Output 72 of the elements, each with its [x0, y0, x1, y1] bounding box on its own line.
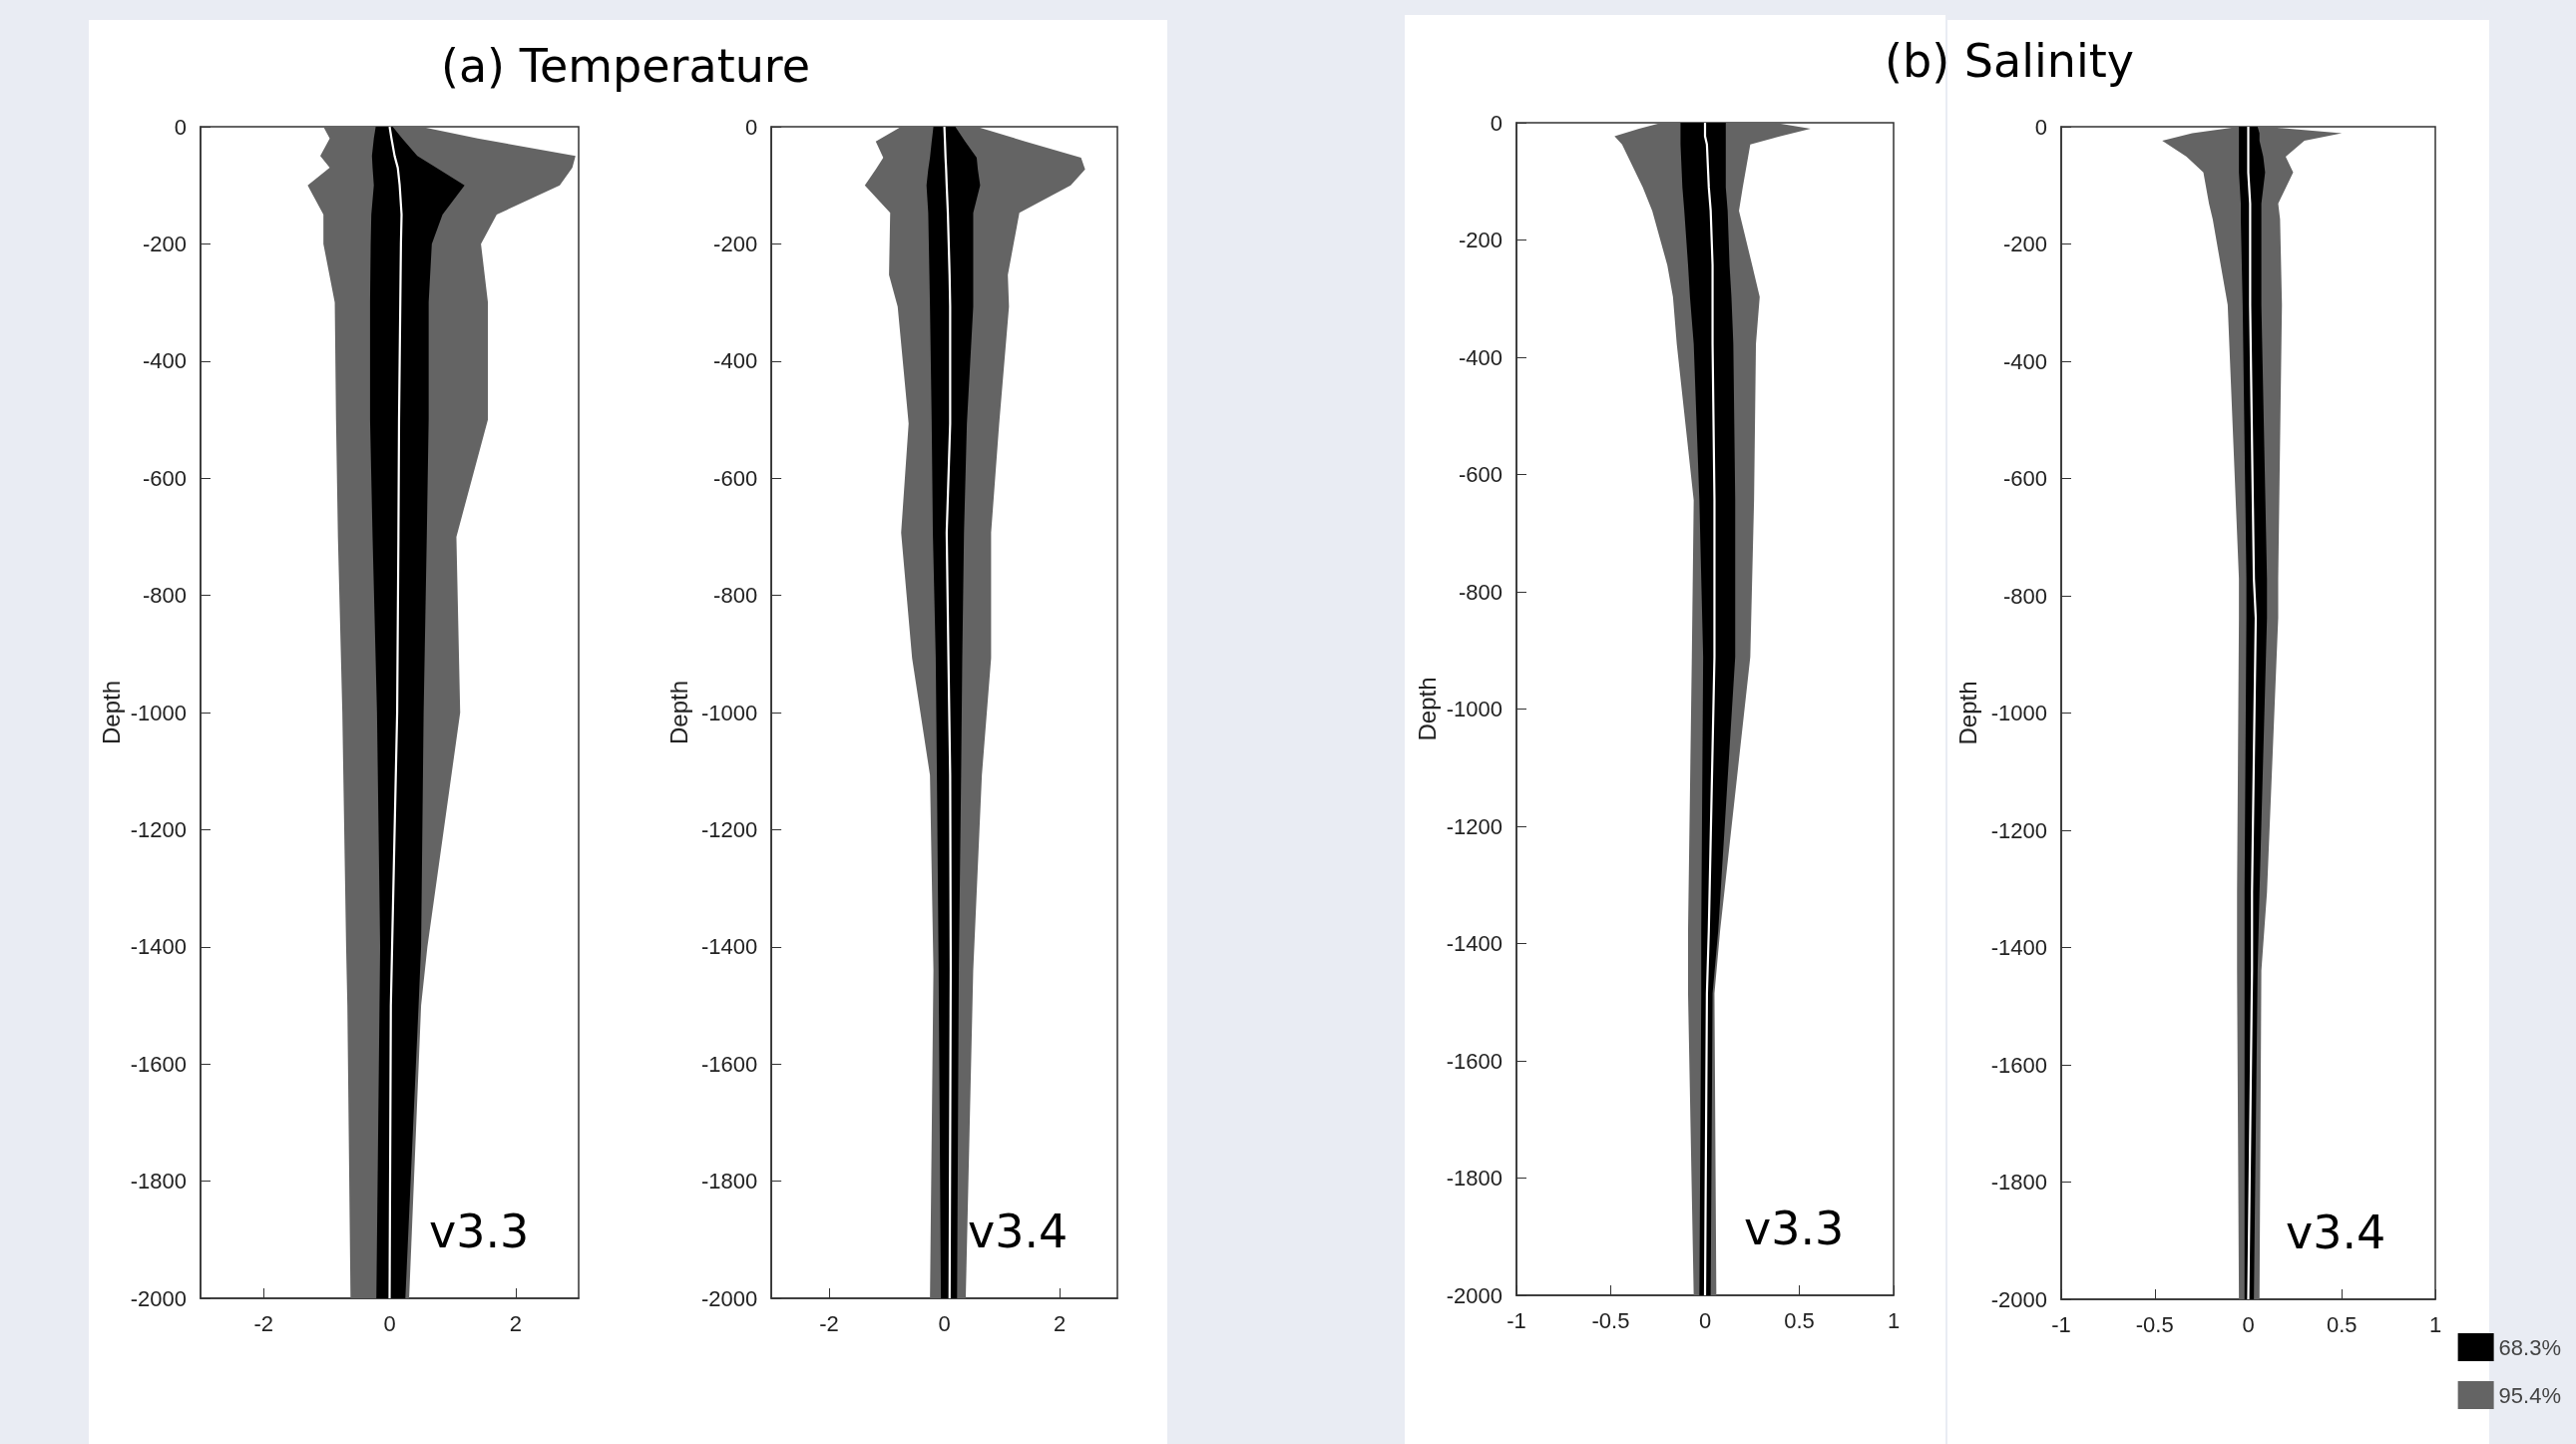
y-tick-label: 0 [174, 114, 187, 140]
y-tick-label: -800 [713, 583, 758, 609]
x-tick-label: -1 [1506, 1307, 1526, 1333]
y-tick-label: -1000 [130, 700, 187, 725]
y-tick-label: -400 [1458, 344, 1503, 370]
y-tick-label: -2000 [1990, 1286, 2047, 1312]
x-tick-label: 0.5 [1784, 1307, 1815, 1333]
annotation: v3.3 [1744, 1202, 1845, 1255]
y-tick-label: -1400 [130, 934, 187, 960]
chart-title: (a) Temperature [440, 39, 811, 93]
y-tick-label: -1400 [1446, 931, 1503, 956]
y-tick-label: -1800 [1446, 1166, 1503, 1191]
y-tick-label: -200 [1458, 228, 1503, 252]
y-tick-label: -800 [2002, 583, 2047, 609]
x-tick-label: -0.5 [2135, 1311, 2174, 1337]
y-tick-label: -600 [142, 465, 187, 491]
text: (b) Salinity [1885, 34, 2134, 88]
y-tick-label: -400 [713, 348, 758, 374]
annotation: v3.4 [2286, 1205, 2386, 1259]
y-tick-label: -1600 [1990, 1052, 2047, 1078]
y-tick-label: -1400 [700, 934, 758, 960]
y-tick-label: 0 [744, 114, 758, 140]
x-tick-label: 0 [2242, 1311, 2255, 1337]
y-tick-label: -1400 [1990, 935, 2047, 960]
y-axis-title: Depth [97, 680, 125, 745]
annotation: v3.3 [429, 1204, 530, 1258]
y-tick-label: 0 [2034, 114, 2047, 140]
x-tick-label: -1 [2051, 1311, 2071, 1337]
y-tick-label: -1600 [1446, 1048, 1503, 1074]
y-tick-label: -1200 [700, 816, 758, 842]
y-tick-label: -1800 [700, 1169, 758, 1195]
y-axis-title: Depth [664, 680, 692, 745]
y-tick-label: 0 [1490, 110, 1503, 136]
y-tick-label: -400 [2002, 348, 2047, 374]
x-tick-label: 2 [509, 1310, 522, 1336]
y-tick-label: -1000 [1446, 697, 1503, 722]
x-tick-label: -0.5 [1591, 1307, 1630, 1333]
x-tick-label: 0 [1698, 1307, 1712, 1333]
y-tick-label: -2000 [130, 1285, 187, 1311]
x-tick-label: 0 [938, 1310, 951, 1336]
annotation: v3.4 [968, 1204, 1069, 1258]
y-tick-label: -400 [142, 348, 187, 374]
x-tick-label: -2 [253, 1310, 273, 1336]
y-tick-label: -1800 [1990, 1170, 2047, 1195]
y-tick-label: -200 [2002, 232, 2047, 256]
y-tick-label: -600 [1458, 462, 1503, 487]
y-tick-label: -1600 [130, 1051, 187, 1077]
legend-label: 95.4% [2498, 1382, 2562, 1408]
y-tick-label: -200 [142, 231, 187, 256]
y-tick-label: -1000 [700, 700, 758, 725]
y-tick-label: -600 [2002, 466, 2047, 491]
y-tick-label: -1200 [1990, 817, 2047, 843]
y-tick-label: -1200 [1446, 813, 1503, 839]
y-tick-label: -600 [713, 465, 758, 491]
x-tick-label: 1 [2428, 1311, 2442, 1337]
y-tick-label: -1800 [130, 1169, 187, 1195]
x-tick-label: 0.5 [2326, 1311, 2358, 1337]
y-tick-label: -200 [713, 231, 758, 256]
y-tick-label: -1600 [700, 1051, 758, 1077]
y-axis-title: Depth [1954, 681, 1982, 745]
y-tick-label: -1200 [130, 816, 187, 842]
legend-label: 68.3% [2498, 1334, 2562, 1360]
y-tick-label: -2000 [700, 1285, 758, 1311]
x-tick-label: 0 [383, 1310, 396, 1336]
x-tick-label: -2 [819, 1310, 839, 1336]
y-tick-label: -1000 [1990, 701, 2047, 725]
y-tick-label: -800 [142, 583, 187, 609]
x-tick-label: 1 [1887, 1307, 1901, 1333]
y-axis-title: Depth [1413, 677, 1441, 741]
y-tick-label: -800 [1458, 579, 1503, 605]
x-tick-label: 2 [1054, 1310, 1067, 1336]
y-tick-label: -2000 [1446, 1282, 1503, 1308]
